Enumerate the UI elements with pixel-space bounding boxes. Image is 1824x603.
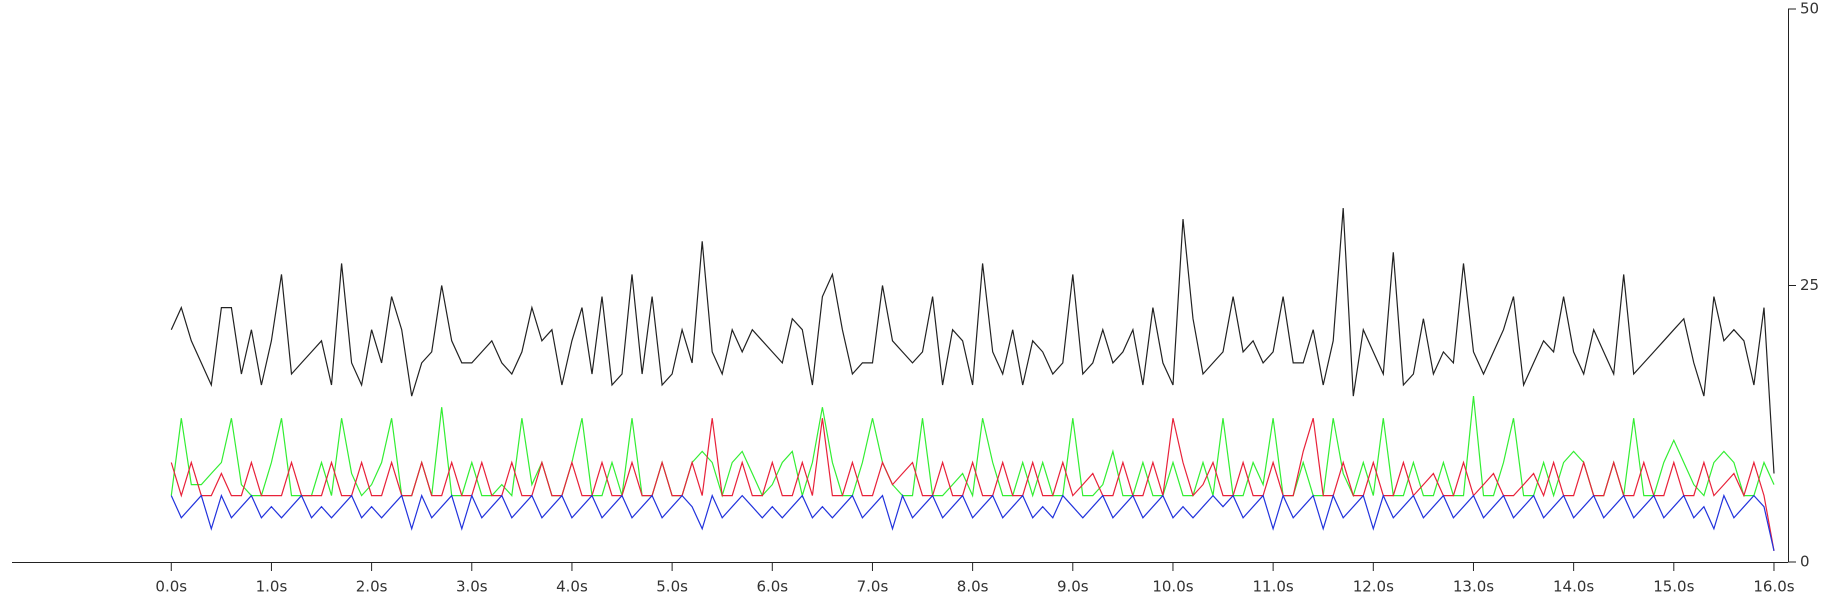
y-tick-label: 0 xyxy=(1800,553,1810,571)
x-tick-label: 0.0s xyxy=(155,578,187,596)
x-tick-label: 7.0s xyxy=(857,578,889,596)
y-tick-label: 25 xyxy=(1800,276,1819,294)
x-tick-label: 9.0s xyxy=(1057,578,1089,596)
x-tick-label: 14.0s xyxy=(1553,578,1594,596)
series-line xyxy=(170,418,1775,552)
x-tick-label: 11.0s xyxy=(1253,578,1294,596)
x-tick-label: 12.0s xyxy=(1353,578,1394,596)
x-tick-label: 8.0s xyxy=(957,578,989,596)
y-tick-label: 50 xyxy=(1800,0,1819,18)
x-tick-label: 5.0s xyxy=(656,578,688,596)
x-tick-label: 2.0s xyxy=(356,578,388,596)
x-tick-label: 10.0s xyxy=(1152,578,1193,596)
x-tick-label: 4.0s xyxy=(556,578,588,596)
x-tick-label: 3.0s xyxy=(456,578,488,596)
x-tick-label: 13.0s xyxy=(1453,578,1494,596)
x-tick-label: 1.0s xyxy=(256,578,288,596)
series-line xyxy=(170,208,1775,474)
x-tick-label: 15.0s xyxy=(1653,578,1694,596)
series-line xyxy=(170,396,1775,498)
x-tick-label: 16.0s xyxy=(1753,578,1794,596)
series-line xyxy=(170,493,1775,552)
x-tick-label: 6.0s xyxy=(756,578,788,596)
